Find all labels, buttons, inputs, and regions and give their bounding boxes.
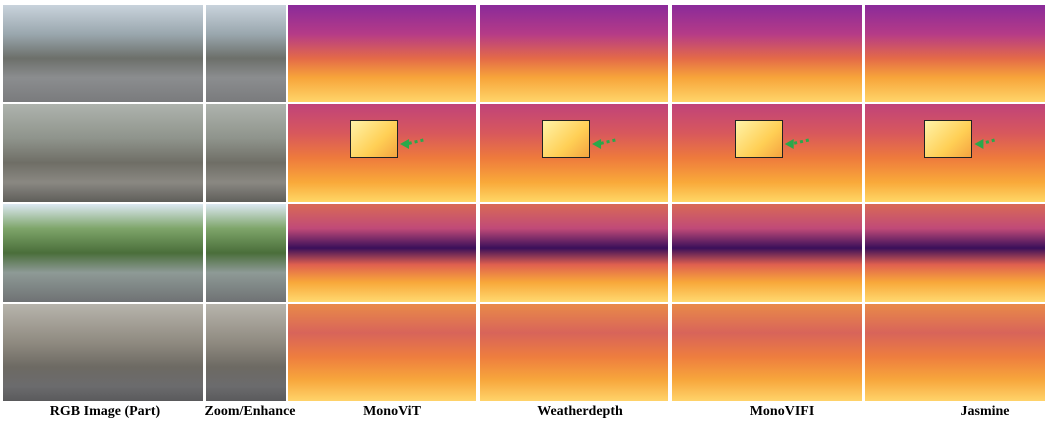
rgb-image [3, 204, 203, 302]
column-label: Jasmine [961, 404, 1010, 420]
depth-map [865, 204, 1045, 302]
depth-map [672, 204, 862, 302]
arrow [480, 104, 668, 202]
rgb-image [3, 104, 203, 202]
rgb-image [3, 304, 203, 401]
figure: RGB Image (Part) Zoom/Enhance MonoViT Weath… [0, 0, 1045, 423]
depth-map [288, 304, 476, 401]
column-label: MonoViT [363, 404, 421, 420]
arrow-head [785, 139, 794, 149]
column-label: RGB Image (Part) [50, 404, 160, 420]
depth-map [672, 104, 862, 202]
arrow-head [592, 139, 601, 149]
rgb-image [206, 304, 286, 401]
column-label: Weatherdepth [537, 404, 623, 420]
arrow-head [974, 139, 983, 149]
arrow [288, 104, 476, 202]
arrow [865, 104, 1045, 202]
depth-map [480, 204, 668, 302]
depth-map [480, 104, 668, 202]
depth-map [288, 204, 476, 302]
depth-map [672, 304, 862, 401]
depth-map [288, 104, 476, 202]
depth-map [865, 104, 1045, 202]
rgb-image [206, 204, 286, 302]
column-label: Zoom/Enhance [204, 404, 295, 420]
arrow-head [400, 139, 409, 149]
depth-map [672, 5, 862, 102]
rgb-image [206, 5, 286, 102]
rgb-image [206, 104, 286, 202]
depth-map [480, 304, 668, 401]
depth-map [865, 5, 1045, 102]
arrow [672, 104, 862, 202]
column-label: MonoVIFI [750, 404, 815, 420]
depth-map [480, 5, 668, 102]
depth-map [288, 5, 476, 102]
rgb-image [3, 5, 203, 102]
depth-map [865, 304, 1045, 401]
